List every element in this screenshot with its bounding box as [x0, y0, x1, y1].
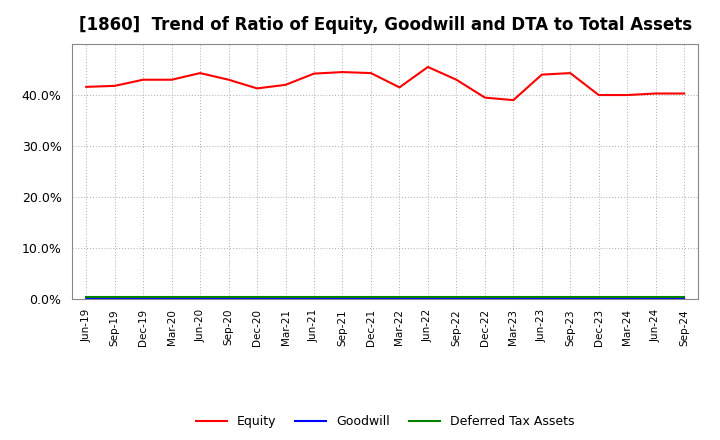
Equity — [310, 71, 318, 76]
Equity — [253, 86, 261, 91]
Equity — [652, 91, 660, 96]
Goodwill — [196, 296, 204, 301]
Line: Goodwill: Goodwill — [86, 298, 684, 299]
Equity — [196, 70, 204, 76]
Goodwill — [509, 296, 518, 301]
Equity — [480, 95, 489, 100]
Goodwill — [680, 296, 688, 301]
Goodwill — [225, 296, 233, 301]
Goodwill — [253, 296, 261, 301]
Deferred Tax Assets — [282, 294, 290, 299]
Deferred Tax Assets — [566, 294, 575, 299]
Equity — [452, 77, 461, 82]
Goodwill — [652, 296, 660, 301]
Goodwill — [595, 296, 603, 301]
Deferred Tax Assets — [366, 294, 375, 299]
Deferred Tax Assets — [652, 294, 660, 299]
Goodwill — [110, 296, 119, 301]
Equity — [139, 77, 148, 82]
Equity — [82, 84, 91, 89]
Equity — [110, 83, 119, 88]
Equity — [225, 77, 233, 82]
Line: Equity: Equity — [86, 67, 684, 100]
Goodwill — [139, 296, 148, 301]
Equity — [595, 92, 603, 98]
Deferred Tax Assets — [338, 294, 347, 299]
Equity — [509, 98, 518, 103]
Goodwill — [452, 296, 461, 301]
Goodwill — [366, 296, 375, 301]
Equity — [338, 70, 347, 75]
Goodwill — [423, 296, 432, 301]
Equity — [537, 72, 546, 77]
Deferred Tax Assets — [225, 294, 233, 299]
Deferred Tax Assets — [139, 294, 148, 299]
Goodwill — [480, 296, 489, 301]
Goodwill — [82, 296, 91, 301]
Goodwill — [623, 296, 631, 301]
Deferred Tax Assets — [167, 294, 176, 299]
Deferred Tax Assets — [680, 294, 688, 299]
Equity — [566, 70, 575, 76]
Goodwill — [167, 296, 176, 301]
Deferred Tax Assets — [452, 294, 461, 299]
Title: [1860]  Trend of Ratio of Equity, Goodwill and DTA to Total Assets: [1860] Trend of Ratio of Equity, Goodwil… — [78, 16, 692, 34]
Equity — [167, 77, 176, 82]
Legend: Equity, Goodwill, Deferred Tax Assets: Equity, Goodwill, Deferred Tax Assets — [191, 411, 580, 433]
Deferred Tax Assets — [595, 294, 603, 299]
Deferred Tax Assets — [310, 294, 318, 299]
Goodwill — [338, 296, 347, 301]
Deferred Tax Assets — [253, 294, 261, 299]
Deferred Tax Assets — [509, 294, 518, 299]
Deferred Tax Assets — [82, 294, 91, 299]
Goodwill — [282, 296, 290, 301]
Equity — [282, 82, 290, 88]
Deferred Tax Assets — [395, 294, 404, 299]
Equity — [423, 64, 432, 70]
Deferred Tax Assets — [110, 294, 119, 299]
Equity — [366, 70, 375, 76]
Goodwill — [395, 296, 404, 301]
Goodwill — [566, 296, 575, 301]
Equity — [680, 91, 688, 96]
Goodwill — [537, 296, 546, 301]
Deferred Tax Assets — [480, 294, 489, 299]
Goodwill — [310, 296, 318, 301]
Deferred Tax Assets — [623, 294, 631, 299]
Deferred Tax Assets — [537, 294, 546, 299]
Deferred Tax Assets — [196, 294, 204, 299]
Deferred Tax Assets — [423, 294, 432, 299]
Equity — [395, 85, 404, 90]
Equity — [623, 92, 631, 98]
